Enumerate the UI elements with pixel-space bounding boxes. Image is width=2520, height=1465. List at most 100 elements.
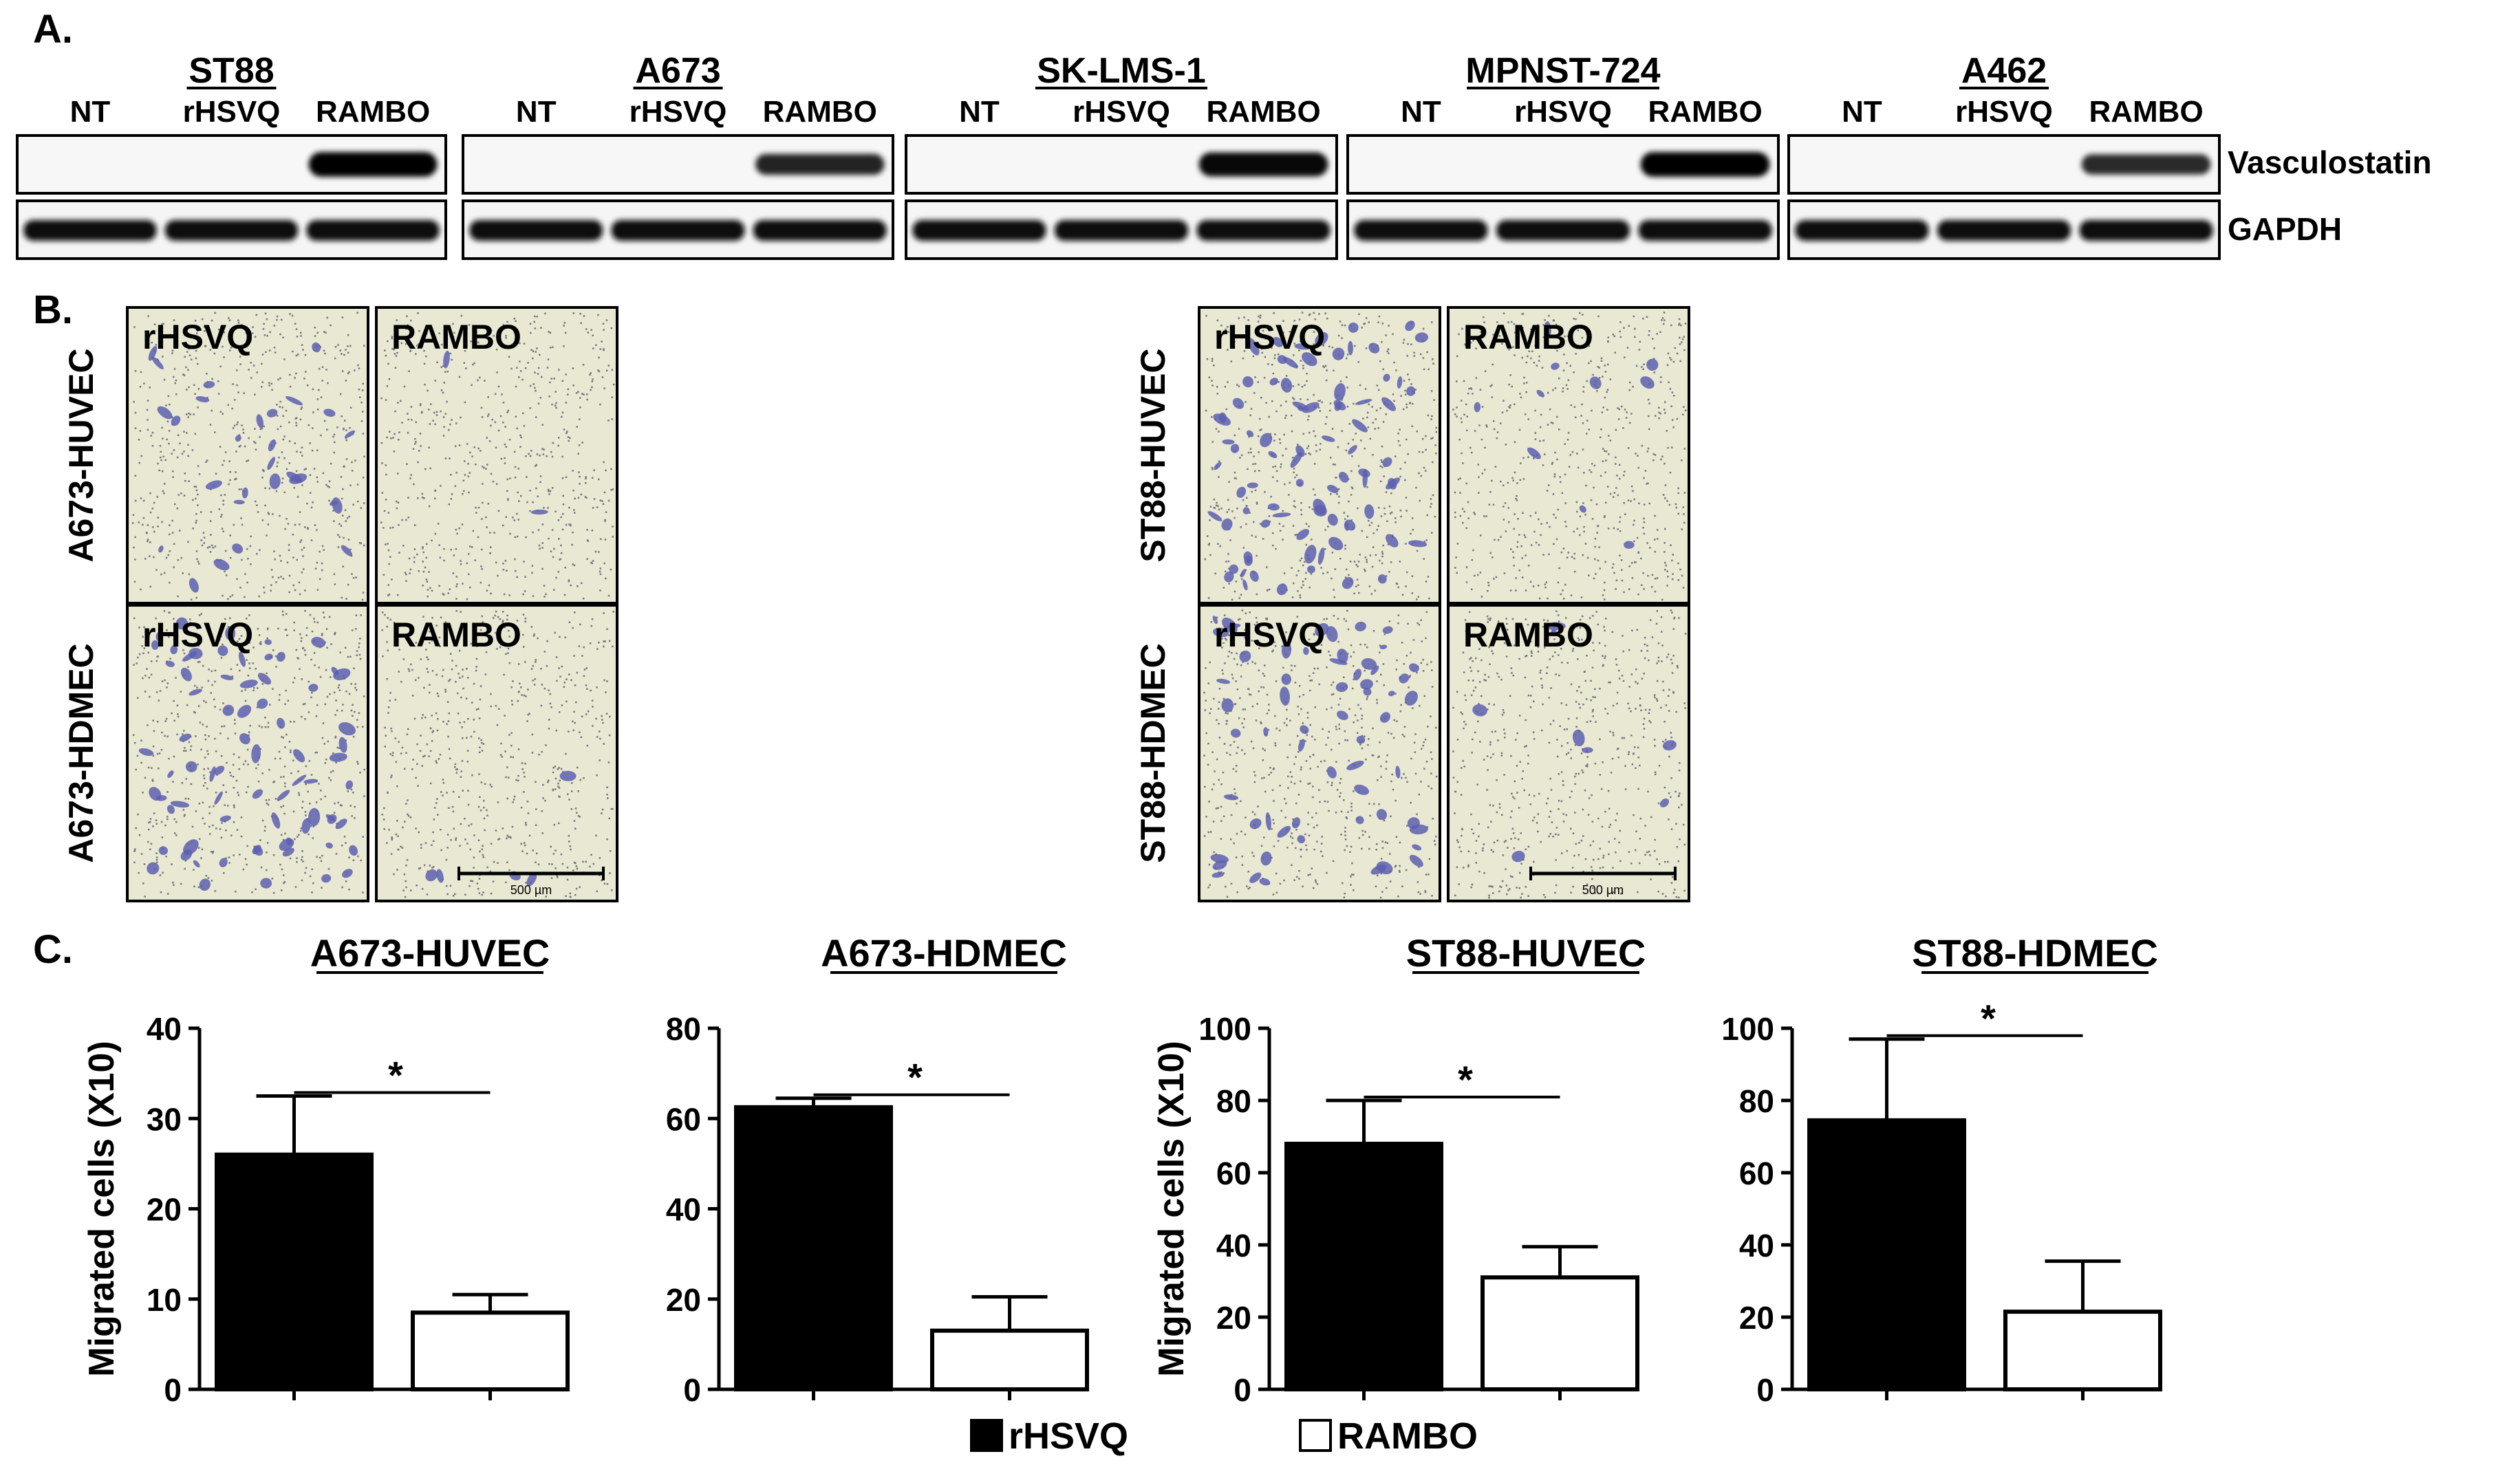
migrated-cell (232, 543, 244, 554)
migrated-cell (151, 640, 159, 650)
micrograph (1447, 306, 1690, 605)
blot-cell-line-label: A462 (1961, 51, 2047, 91)
blot-lane-label: RAMBO (1206, 95, 1320, 129)
migrated-cell (1377, 574, 1387, 584)
gapdh-band (1196, 220, 1331, 241)
migrated-cell (1207, 511, 1223, 522)
migrated-cell (266, 409, 278, 417)
micrograph-label: RAMBO (1463, 318, 1593, 356)
y-tick-label: 20 (147, 1192, 182, 1228)
migrated-cell (1315, 622, 1329, 637)
micrograph-label: rHSVQ (1214, 616, 1325, 654)
migrated-cell (1640, 376, 1655, 389)
migrated-cell (1263, 727, 1269, 737)
migrated-cell (1242, 579, 1248, 591)
migrated-cell (1511, 850, 1525, 862)
micrograph-row-label: A673-HUVEC (62, 348, 100, 562)
migrated-cell (282, 847, 294, 857)
gapdh-band (469, 220, 603, 241)
migrated-cell (1244, 556, 1253, 566)
migrated-cell (238, 651, 246, 667)
migrated-cell (257, 673, 272, 685)
migrated-cell (1404, 691, 1418, 706)
migrated-cell (1551, 629, 1558, 636)
micrograph-label: rHSVQ (142, 318, 253, 356)
micrograph (126, 306, 369, 605)
migrated-cell (1382, 457, 1392, 468)
migrated-cell (264, 653, 273, 661)
chart-title: A673-HDMEC (821, 931, 1067, 975)
migrated-cell (1527, 447, 1541, 459)
migrated-cell (237, 704, 252, 718)
migrated-cell (219, 858, 228, 867)
bar-rambo (1480, 1275, 1639, 1391)
migrated-cell (1214, 462, 1222, 470)
migrated-cell (1356, 735, 1366, 744)
significance-star: * (907, 1056, 923, 1099)
migrated-cell (147, 862, 160, 875)
legend-swatch-rambo (1299, 1419, 1332, 1452)
blot-lane-label: RAMBO (763, 95, 877, 129)
migrated-cell (1327, 513, 1338, 526)
blot-lane-label: NT (516, 95, 557, 129)
migrated-cell (1269, 378, 1278, 386)
migrated-cell (425, 869, 438, 882)
migrated-cell (1382, 626, 1393, 634)
migrated-cell (252, 845, 261, 855)
migrated-cell (1348, 340, 1353, 356)
migrated-cell (1662, 740, 1677, 751)
micrograph (375, 604, 618, 902)
y-tick-label: 0 (1756, 1372, 1774, 1408)
migrated-cell (1281, 673, 1291, 685)
migrated-cell (170, 645, 178, 655)
migrated-cell (526, 872, 537, 887)
blot-lane-label: NT (70, 95, 111, 129)
migration-bar-charts: A673-HUVEC Migrated cells (X10) 0 10 20 30 40 *… (82, 931, 2162, 1408)
migrated-cell (220, 674, 234, 680)
gapdh-band (164, 220, 299, 241)
migrated-cell (321, 873, 332, 883)
chart-title: A673-HUVEC (310, 931, 550, 975)
migrated-cell (1276, 583, 1288, 596)
migrated-cell (1544, 321, 1551, 336)
blot-cell-line-label: MPNST-724 (1465, 51, 1660, 91)
y-tick-label: 0 (164, 1372, 182, 1408)
migrated-cell (1322, 435, 1335, 442)
blot-lane-label: rHSVQ (1073, 95, 1170, 129)
micrograph-label: rHSVQ (142, 616, 253, 654)
y-tick-label: 40 (1739, 1228, 1774, 1263)
migrated-cell (1212, 627, 1229, 638)
migrated-cell (1317, 547, 1325, 565)
migrated-cell (222, 704, 235, 716)
gapdh-band (23, 220, 157, 241)
migrated-cell (325, 842, 333, 849)
migrated-cell (342, 869, 353, 878)
migrated-cell (1302, 352, 1317, 367)
migrated-cell (1353, 669, 1361, 681)
migrated-cell (166, 805, 175, 814)
gapdh-band (1795, 220, 1929, 241)
migrated-cell (1536, 389, 1545, 398)
membrane-pores (131, 312, 365, 601)
migrated-cell (1363, 687, 1372, 696)
migrated-cell (1624, 541, 1635, 549)
significance-star: * (1458, 1058, 1473, 1101)
micrograph-label: RAMBO (1463, 616, 1593, 654)
y-tick-label: 80 (1739, 1083, 1774, 1119)
legend-swatch-rhsvq (970, 1419, 1003, 1452)
migrated-cell (235, 435, 241, 442)
migrated-cell (1230, 728, 1241, 738)
migrated-cell (338, 737, 347, 753)
migrated-cell (1328, 536, 1344, 550)
migrated-cell (214, 791, 223, 805)
migrated-cell (1249, 818, 1262, 829)
migrated-cell (277, 717, 286, 729)
migrated-cell (186, 761, 197, 772)
y-tick-label: 30 (147, 1101, 182, 1137)
migrated-cell (338, 722, 356, 736)
migrated-cell (1409, 663, 1419, 673)
migrated-cell (219, 815, 231, 822)
chart-title: ST88-HUVEC (1406, 931, 1646, 975)
migrated-cell (1268, 451, 1278, 459)
migrated-cell (158, 545, 164, 553)
